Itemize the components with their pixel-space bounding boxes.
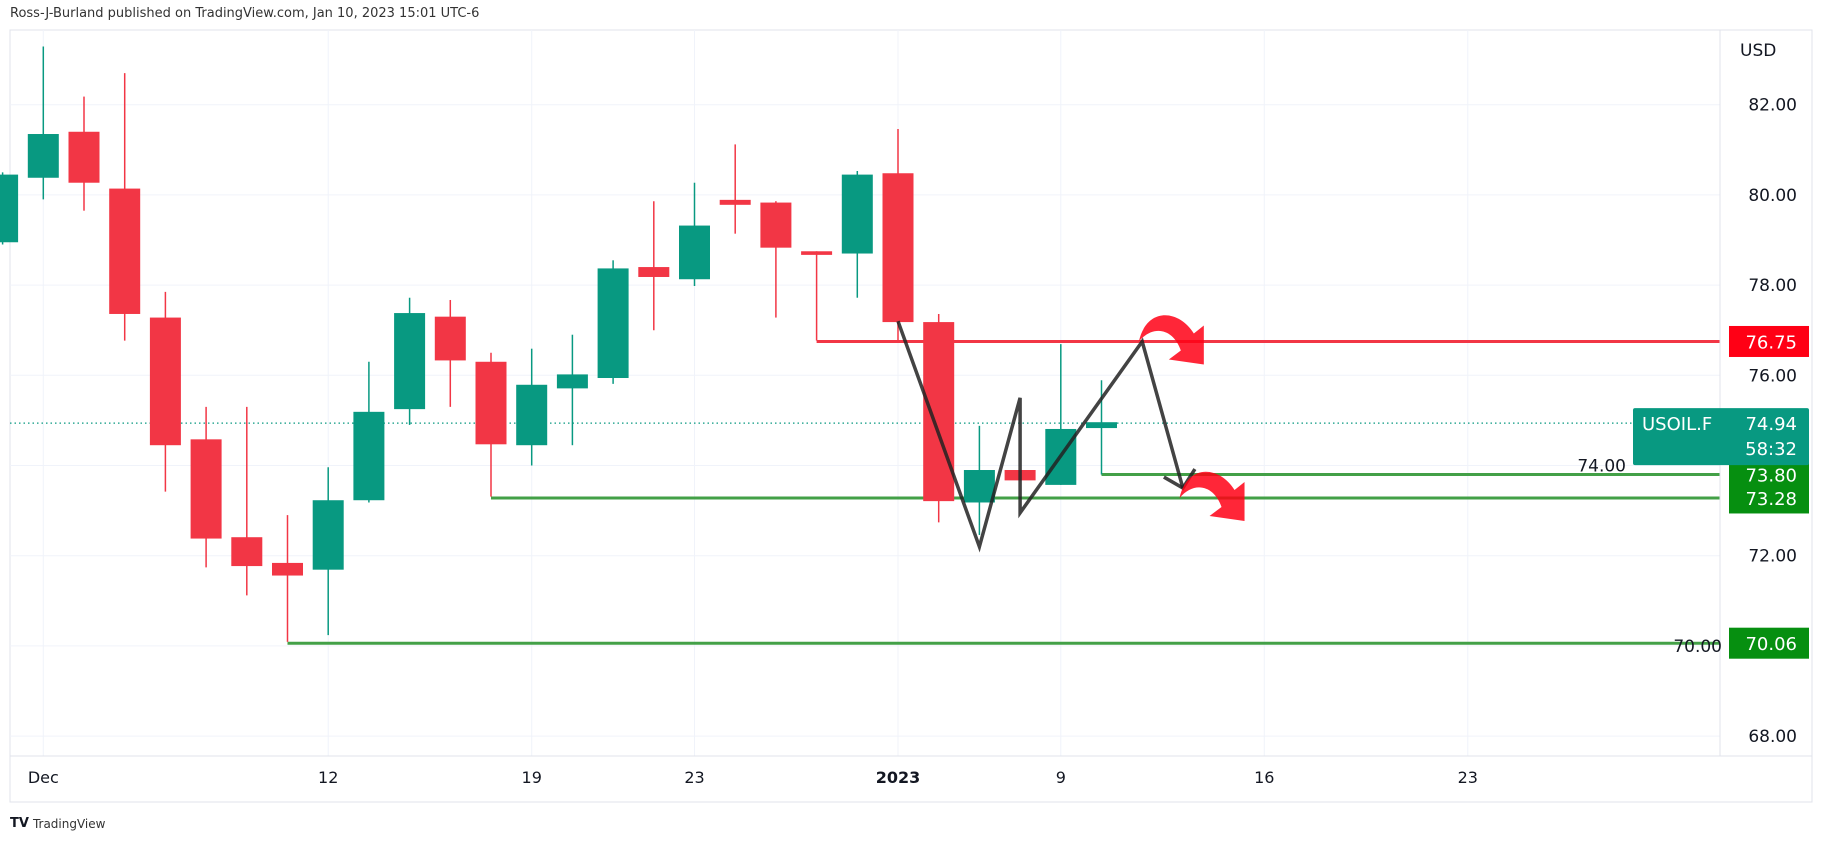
price-tick-label: 72.00 — [1748, 547, 1797, 567]
candle-body — [0, 174, 19, 243]
price-tick-label: 82.00 — [1748, 96, 1797, 116]
date-tick-label: 19 — [522, 768, 542, 787]
candle-body — [516, 384, 548, 446]
price-tick-label: 68.00 — [1748, 727, 1797, 747]
level-badge-label: 76.75 — [1745, 332, 1797, 353]
candle-body — [638, 267, 670, 277]
candle-body — [882, 173, 914, 323]
candle-body — [272, 562, 303, 576]
bar-countdown-label: 58:32 — [1745, 439, 1797, 460]
price-tick-label: 70.00 — [1673, 637, 1722, 657]
candle-body — [312, 500, 344, 570]
chart-frame — [9, 29, 1813, 803]
candle-body — [353, 411, 385, 501]
candle-body — [109, 188, 141, 314]
candle-body — [719, 199, 751, 205]
tradingview-logo-mark: TV — [10, 816, 29, 831]
tradingview-logo-text: TradingView — [32, 816, 106, 831]
date-tick-label: 23 — [684, 768, 704, 787]
candle-body — [923, 322, 955, 502]
date-tick-label: 12 — [318, 768, 338, 787]
level-badge — [1729, 627, 1809, 659]
candle-body — [801, 251, 833, 255]
level-badge — [1729, 482, 1809, 514]
price-tick-label: 76.00 — [1748, 366, 1797, 386]
last-price-label: 74.94 — [1745, 414, 1797, 435]
candle-body — [1086, 422, 1117, 429]
candle-body — [679, 225, 710, 280]
candle-body — [597, 268, 629, 379]
candle-body — [963, 470, 995, 503]
candle-body — [434, 316, 466, 361]
zigzag-pattern-line — [896, 320, 1185, 553]
date-tick-label: 2023 — [876, 768, 921, 787]
price-tick-label: 78.00 — [1748, 276, 1797, 296]
date-tick-label: 23 — [1458, 768, 1478, 787]
level-badge-label: 73.80 — [1745, 466, 1797, 487]
date-tick-label: 9 — [1056, 768, 1066, 787]
level-badge — [1729, 325, 1809, 357]
curved-down-arrow-icon — [1179, 471, 1245, 521]
level-badge-label: 70.06 — [1745, 634, 1797, 655]
candle-body — [556, 374, 588, 389]
candle-body — [394, 313, 426, 410]
candle-body — [760, 202, 792, 248]
publisher-caption: Ross-J-Burland published on TradingView.… — [10, 6, 480, 21]
currency-label: USD — [1740, 41, 1776, 61]
curved-down-arrow-icon — [1138, 315, 1204, 365]
level-badge-label: 73.28 — [1745, 489, 1797, 510]
symbol-label: USOIL.F — [1642, 414, 1712, 435]
candle-body — [27, 134, 59, 178]
last-price-badge — [1633, 408, 1809, 466]
candle-body — [841, 174, 873, 254]
price-tick-label: 80.00 — [1748, 186, 1797, 206]
candle-body — [190, 439, 222, 539]
candle-body — [68, 131, 100, 183]
date-tick-label: 16 — [1254, 768, 1274, 787]
candle-body — [231, 537, 263, 567]
tradingview-logo[interactable]: TV TradingView — [10, 816, 105, 831]
date-tick-label: Dec — [28, 768, 59, 787]
candle-body — [475, 361, 507, 445]
price-tick-label: 74.00 — [1577, 457, 1626, 477]
candle-body — [149, 317, 181, 446]
